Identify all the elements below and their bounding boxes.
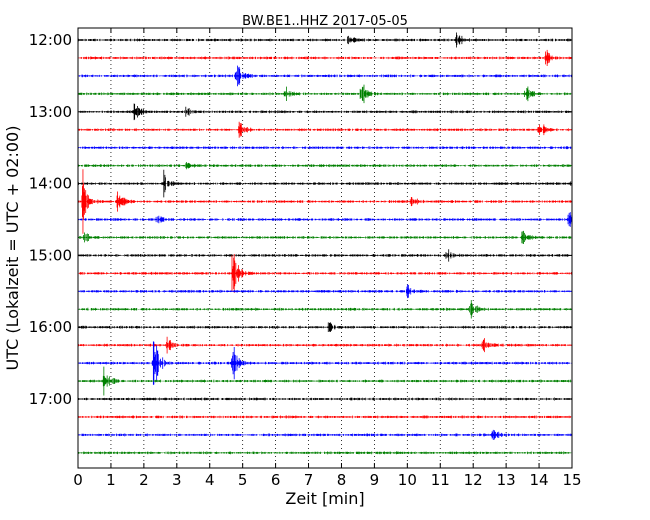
- x-tick-label: 11: [431, 471, 450, 489]
- y-tick-label: 14:00: [29, 175, 72, 193]
- x-tick-label: 0: [73, 471, 83, 489]
- plot-frame: [77, 27, 573, 469]
- x-tick-label: 14: [530, 471, 549, 489]
- x-tick-label: 4: [205, 471, 215, 489]
- x-axis: 0 1 2 3 4 5 6 7 8 9 10 11 12 13 14 15: [73, 28, 582, 489]
- x-tick-label: 12: [464, 471, 483, 489]
- y-tick-label: 13:00: [29, 103, 72, 121]
- y-tick-label: 16:00: [29, 318, 72, 336]
- x-tick-label: 1: [106, 471, 116, 489]
- x-tick-label: 2: [139, 471, 149, 489]
- x-tick-label: 7: [304, 471, 314, 489]
- x-tick-label: 15: [562, 471, 581, 489]
- chart-title: BW.BE1..HHZ 2017-05-05: [242, 14, 408, 29]
- x-tick-label: 10: [398, 471, 417, 489]
- y-tick-label: 12:00: [29, 31, 72, 49]
- y-tick-label: 17:00: [29, 390, 72, 408]
- grid: [110, 28, 540, 468]
- x-axis-label: Zeit [min]: [285, 489, 364, 508]
- y-tick-label: 15:00: [29, 246, 72, 264]
- x-tick-label: 9: [370, 471, 380, 489]
- y-axis-label: UTC (Lokalzeit = UTC + 02:00): [3, 126, 22, 371]
- x-tick-label: 5: [238, 471, 248, 489]
- x-tick-label: 13: [497, 471, 516, 489]
- x-tick-label: 6: [271, 471, 281, 489]
- y-axis: 12:00 13:00 14:00 15:00 16:00 17:00: [29, 31, 572, 408]
- x-tick-label: 8: [337, 471, 347, 489]
- x-tick-label: 3: [172, 471, 182, 489]
